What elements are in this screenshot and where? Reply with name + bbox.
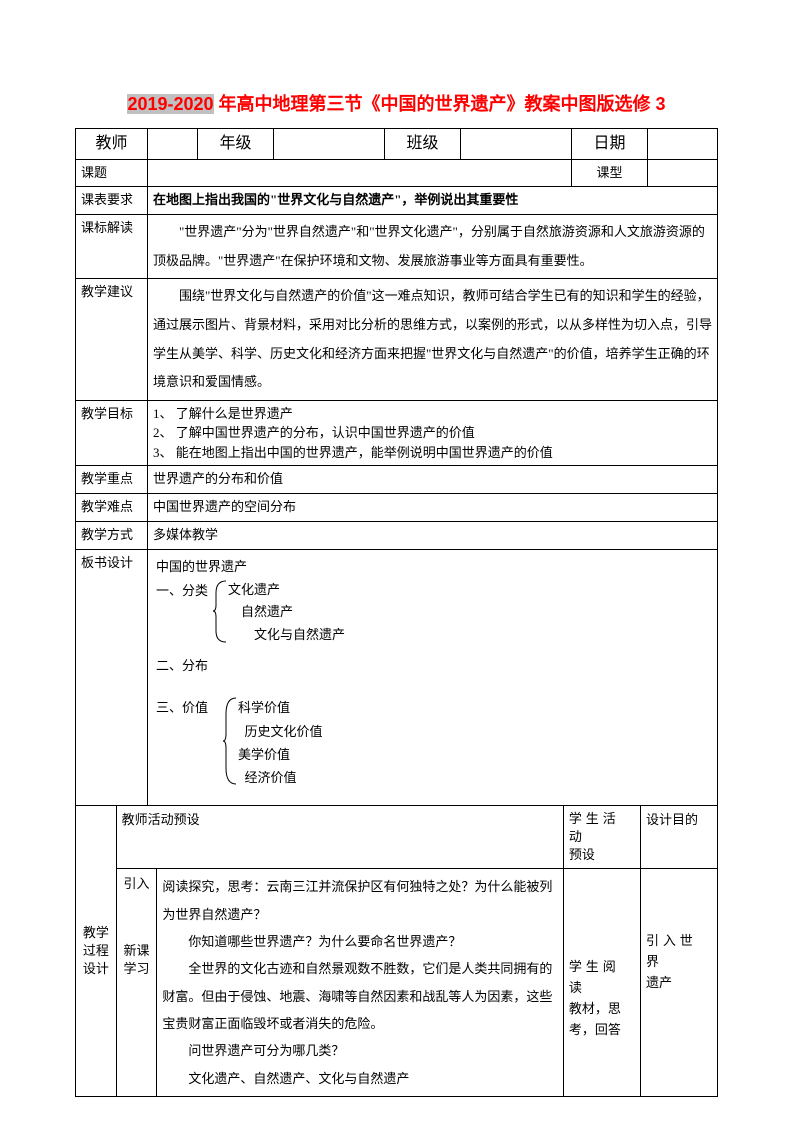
process-table: 教学 过程 设计 教师活动预设 学生活动 预设 设计目的 引入 新课 学习 阅读… — [75, 806, 718, 1097]
teacher-activity-content: 阅读探究，思考：云南三江并流保护区有何独特之处？为什么能被列为世界自然遗产？ 你… — [157, 869, 564, 1096]
student-activity-content: 学生阅读 教材，思 考，回答 — [563, 869, 640, 1096]
lesson-plan-table: 教师 年级 班级 日期 课题 课型 课表要求 在地图上指出我国的"世界文化与自然… — [75, 128, 718, 806]
student-activity-2: 教材，思 — [569, 999, 635, 1020]
section3-item-3: 美学价值 — [238, 743, 323, 766]
student-activity-label: 学生活动 预设 — [563, 806, 640, 869]
teacher-label: 教师 — [76, 129, 148, 160]
interpret-label: 课标解读 — [76, 215, 148, 279]
lesson-type-value — [648, 159, 718, 187]
standard-row: 课表要求 在地图上指出我国的"世界文化与自然遗产"，举例说出其重要性 — [76, 187, 718, 215]
board-section-3: 三、价值 科学价值 历史文化价值 美学价值 经济价值 — [156, 696, 709, 790]
suggest-content: 围绕"世界文化与自然遗产的价值"这一难点知识，教师可结合学生已有的知识和学生的经… — [148, 279, 718, 400]
section1-items: 文化遗产 自然遗产 文化与自然遗产 — [228, 579, 345, 645]
date-value — [648, 129, 718, 160]
goals-label: 教学目标 — [76, 400, 148, 466]
intro-para-5: 文化遗产、自然遗产、文化与自然遗产 — [162, 1065, 558, 1092]
design-purpose-1: 引入世界 — [646, 931, 712, 973]
section3-item-1: 科学价值 — [238, 696, 323, 719]
process-label-1: 教学 — [81, 924, 111, 942]
method-row: 教学方式 多媒体教学 — [76, 521, 718, 549]
class-label: 班级 — [384, 129, 460, 160]
grade-value — [274, 129, 385, 160]
intro-para-2: 你知道哪些世界遗产？为什么要命名世界遗产？ — [162, 928, 558, 955]
design-purpose-content: 引入世界 遗产 — [640, 869, 717, 1096]
suggest-para-1: 围绕"世界文化与自然遗产的价值"这一难点知识，教师可结合学生已有的知识和学生的经… — [153, 282, 712, 396]
focus-label: 教学重点 — [76, 466, 148, 494]
title-main: 年高中地理第三节《中国的世界遗产》教案中图版选修 — [214, 94, 656, 114]
header-row: 教师 年级 班级 日期 — [76, 129, 718, 160]
section1-label: 一、分类 — [156, 579, 208, 604]
board-content: 中国的世界遗产 一、分类 文化遗产 自然遗产 文化与自然遗产 二、分布 三、价值 — [148, 549, 718, 805]
section3-label: 三、价值 — [156, 696, 208, 721]
date-label: 日期 — [572, 129, 648, 160]
board-section-1: 一、分类 文化遗产 自然遗产 文化与自然遗产 — [156, 579, 709, 645]
goals-row: 教学目标 1、 了解什么是世界遗产 2、 了解中国世界遗产的分布，认识中国世界遗… — [76, 400, 718, 466]
board-row: 板书设计 中国的世界遗产 一、分类 文化遗产 自然遗产 文化与自然遗产 二、分布… — [76, 549, 718, 805]
intro-para-3: 全世界的文化古迹和自然景观数不胜数，它们是人类共同拥有的财富。但由于侵蚀、地震、… — [162, 955, 558, 1037]
board-title: 中国的世界遗产 — [156, 555, 709, 580]
standard-label: 课表要求 — [76, 187, 148, 215]
goals-content: 1、 了解什么是世界遗产 2、 了解中国世界遗产的分布，认识中国世界遗产的价值 … — [148, 400, 718, 466]
document-title: 2019-2020 年高中地理第三节《中国的世界遗产》教案中图版选修 3 — [75, 90, 718, 116]
board-label: 板书设计 — [76, 549, 148, 805]
difficulty-content: 中国世界遗产的空间分布 — [148, 494, 718, 522]
goal-2: 2、 了解中国世界遗产的分布，认识中国世界遗产的价值 — [153, 423, 712, 443]
student-activity-3: 考，回答 — [569, 1020, 635, 1041]
focus-content: 世界遗产的分布和价值 — [148, 466, 718, 494]
title-suffix: 3 — [656, 94, 666, 114]
student-activity-1: 学生阅读 — [569, 957, 635, 999]
teacher-activity-label: 教师活动预设 — [116, 806, 563, 869]
stage-labels: 引入 新课 学习 — [116, 869, 157, 1096]
section1-item-2: 自然遗产 — [228, 601, 345, 623]
section1-item-3: 文化与自然遗产 — [228, 624, 345, 646]
student-activity-label-1: 学生活动 — [569, 811, 620, 844]
intro-para-1: 阅读探究，思考：云南三江并流保护区有何独特之处？为什么能被列为世界自然遗产？ — [162, 873, 558, 928]
design-purpose-2: 遗产 — [646, 973, 712, 994]
intro-label: 引入 — [122, 875, 152, 893]
newlesson-label-1: 新课 — [122, 942, 152, 960]
focus-row: 教学重点 世界遗产的分布和价值 — [76, 466, 718, 494]
difficulty-label: 教学难点 — [76, 494, 148, 522]
bracket-icon — [213, 579, 228, 644]
bracket-icon — [223, 696, 238, 786]
section2-label: 二、分布 — [156, 654, 709, 679]
teacher-value — [148, 129, 198, 160]
topic-value — [148, 159, 572, 187]
difficulty-row: 教学难点 中国世界遗产的空间分布 — [76, 494, 718, 522]
intro-para-4: 问世界遗产可分为哪几类？ — [162, 1037, 558, 1064]
interpret-para-1: "世界遗产"分为"世界自然遗产"和"世界文化遗产"，分别属于自然旅游资源和人文旅… — [153, 218, 712, 275]
student-activity-label-2: 预设 — [569, 847, 595, 862]
lesson-type-label: 课型 — [572, 159, 648, 187]
section3-items: 科学价值 历史文化价值 美学价值 经济价值 — [238, 696, 323, 790]
interpret-content: "世界遗产"分为"世界自然遗产"和"世界文化遗产"，分别属于自然旅游资源和人文旅… — [148, 215, 718, 279]
process-header-row: 教学 过程 设计 教师活动预设 学生活动 预设 设计目的 — [76, 806, 718, 869]
section1-item-1: 文化遗产 — [228, 579, 345, 601]
newlesson-label-2: 学习 — [122, 960, 152, 978]
title-year: 2019-2020 — [127, 94, 213, 114]
grade-label: 年级 — [198, 129, 274, 160]
process-content-row: 引入 新课 学习 阅读探究，思考：云南三江并流保护区有何独特之处？为什么能被列为… — [76, 869, 718, 1096]
standard-content: 在地图上指出我国的"世界文化与自然遗产"，举例说出其重要性 — [148, 187, 718, 215]
suggest-label: 教学建议 — [76, 279, 148, 400]
section3-item-2: 历史文化价值 — [238, 720, 323, 743]
topic-row: 课题 课型 — [76, 159, 718, 187]
process-label-3: 设计 — [81, 960, 111, 978]
class-value — [460, 129, 571, 160]
design-purpose-label: 设计目的 — [640, 806, 717, 869]
topic-label: 课题 — [76, 159, 148, 187]
suggest-row: 教学建议 围绕"世界文化与自然遗产的价值"这一难点知识，教师可结合学生已有的知识… — [76, 279, 718, 400]
section3-item-4: 经济价值 — [238, 766, 323, 789]
goal-3: 3、 能在地图上指出中国的世界遗产，能举例说明中国世界遗产的价值 — [153, 443, 712, 463]
process-label-2: 过程 — [81, 942, 111, 960]
process-label: 教学 过程 设计 — [76, 806, 117, 1096]
method-content: 多媒体教学 — [148, 521, 718, 549]
goal-1: 1、 了解什么是世界遗产 — [153, 404, 712, 424]
interpret-row: 课标解读 "世界遗产"分为"世界自然遗产"和"世界文化遗产"，分别属于自然旅游资… — [76, 215, 718, 279]
method-label: 教学方式 — [76, 521, 148, 549]
